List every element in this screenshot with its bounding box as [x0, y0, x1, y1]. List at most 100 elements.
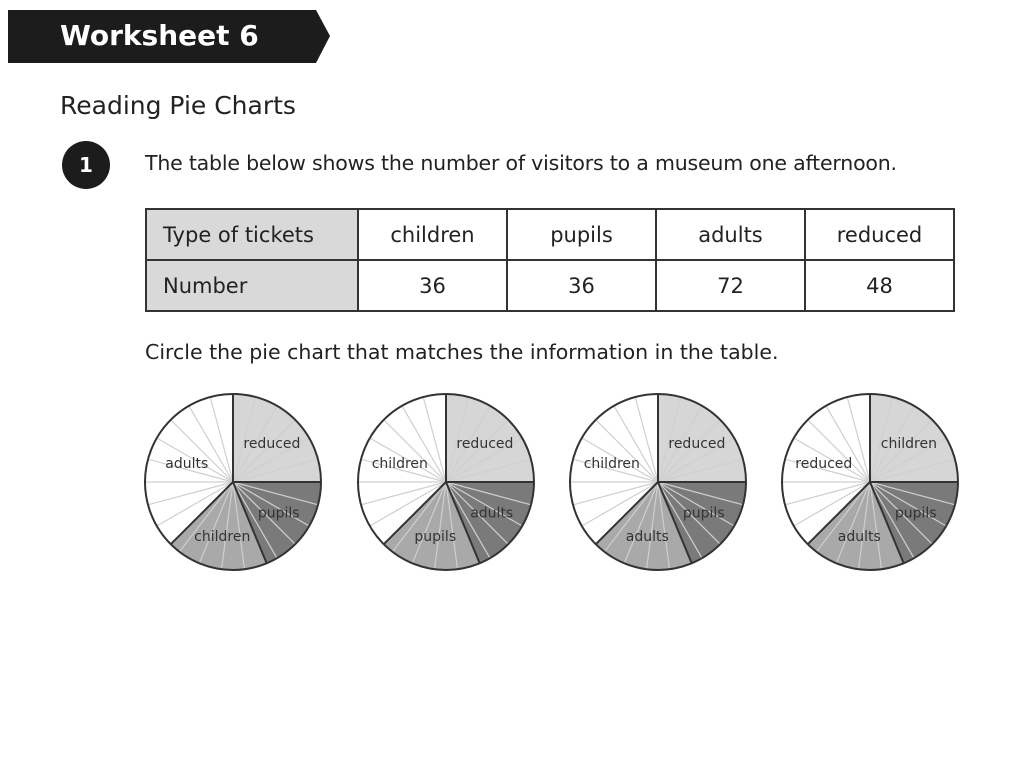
instruction-text: Circle the pie chart that matches the in… [145, 340, 779, 364]
pie-spoke [360, 458, 447, 483]
pie-outline [569, 393, 747, 571]
pie-spoke [846, 396, 871, 483]
pie-spoke [369, 481, 447, 527]
pie-slice-pupils [870, 482, 958, 564]
pie-spoke [232, 437, 310, 483]
table-cell: 72 [655, 259, 806, 312]
pie-chart-1[interactable]: reduced pupils children adults [144, 393, 322, 571]
pie-spoke [445, 481, 523, 527]
pie-spoke [156, 437, 234, 483]
pie-label-pupils: pupils [895, 506, 937, 522]
pie-spoke [835, 481, 871, 564]
pie-slice-reduced [782, 394, 870, 545]
pie-spoke [793, 481, 871, 527]
pie-slice-adults [595, 482, 692, 570]
pie-spoke [232, 481, 310, 527]
pie-spoke [581, 481, 659, 527]
slice-border [445, 481, 481, 564]
slice-border [807, 481, 871, 545]
pie-label-children: children [372, 456, 428, 472]
pie-spoke [383, 419, 447, 483]
table-cell: 36 [506, 259, 657, 312]
pie-spoke [422, 396, 447, 483]
table-row: Type of tickets children pupils adults r… [145, 208, 955, 261]
pie-spoke [623, 481, 659, 564]
pie-label-children: children [194, 529, 250, 545]
pie-spoke [232, 481, 319, 506]
pie-spoke [657, 481, 735, 527]
pie-spoke [657, 419, 721, 483]
slice-border [383, 481, 447, 545]
pie-spoke [445, 419, 509, 483]
pie-slice-children [170, 482, 267, 570]
pie-spoke [603, 481, 659, 553]
pie-spoke [147, 458, 234, 483]
slice-border [869, 481, 905, 564]
pie-spoke [784, 481, 871, 506]
row-header: Number [145, 259, 359, 312]
pie-spoke [869, 481, 915, 559]
table-cell: pupils [506, 208, 657, 261]
row-header: Type of tickets [145, 208, 359, 261]
pie-spoke [825, 405, 871, 483]
pie-label-reduced: reduced [795, 456, 852, 472]
pie-spoke [857, 481, 871, 570]
pie-spoke [156, 481, 234, 527]
pie-charts: reduced pupils children adults reduced adults… [144, 393, 959, 571]
pie-spoke [445, 481, 509, 545]
pie-spoke [170, 419, 234, 483]
pie-spoke [657, 481, 744, 506]
table-cell: 48 [804, 259, 955, 312]
table-cell: 36 [357, 259, 508, 312]
pie-slice-adults [807, 482, 904, 570]
slice-border [232, 481, 268, 564]
pie-spoke [411, 481, 447, 564]
pie-spoke [657, 481, 721, 545]
pie-label-children: children [584, 456, 640, 472]
pie-spoke [657, 396, 682, 483]
pie-spoke [869, 396, 894, 483]
pie-spoke [869, 481, 947, 527]
section-title: Reading Pie Charts [60, 91, 296, 120]
pie-spoke [645, 481, 659, 570]
slice-border [170, 481, 234, 545]
pie-chart-2[interactable]: reduced adults pupils children [357, 393, 535, 571]
worksheet-title: Worksheet 6 [60, 19, 259, 52]
pie-spoke [232, 481, 278, 559]
pie-spoke [232, 481, 296, 545]
pie-chart-4[interactable]: children pupils adults reduced [781, 393, 959, 571]
pie-spoke [657, 481, 703, 559]
pie-spoke [869, 458, 956, 483]
table-cell: reduced [804, 208, 955, 261]
pie-spoke [445, 481, 459, 570]
pie-label-adults: adults [626, 529, 669, 545]
pie-label-pupils: pupils [414, 529, 456, 545]
pie-spoke [869, 481, 933, 545]
pie-label-pupils: pupils [683, 506, 725, 522]
pie-spoke [445, 481, 491, 559]
pie-spoke [209, 396, 234, 483]
pie-outline [357, 393, 535, 571]
pie-label-adults: adults [838, 529, 881, 545]
question-number: 1 [62, 141, 110, 189]
pie-chart-3[interactable]: reduced pupils adults children [569, 393, 747, 571]
pie-label-reduced: reduced [668, 436, 725, 452]
pie-spoke [869, 405, 915, 483]
pie-spoke [784, 458, 871, 483]
pie-spoke [232, 419, 296, 483]
pie-spoke [147, 481, 234, 506]
pie-spoke [657, 405, 703, 483]
pie-slice-children [569, 394, 658, 545]
pie-spoke [232, 458, 319, 483]
pie-spoke [807, 419, 871, 483]
pie-spoke [369, 437, 447, 483]
pie-spoke [572, 481, 659, 506]
pie-slice-adults [144, 394, 233, 545]
pie-outline [781, 393, 959, 571]
table-cell: children [357, 208, 508, 261]
pie-spoke [815, 481, 871, 553]
worksheet-banner: Worksheet 6 [8, 10, 330, 63]
pie-label-children: children [881, 436, 937, 452]
pie-spoke [360, 481, 447, 506]
pie-spoke [581, 437, 659, 483]
